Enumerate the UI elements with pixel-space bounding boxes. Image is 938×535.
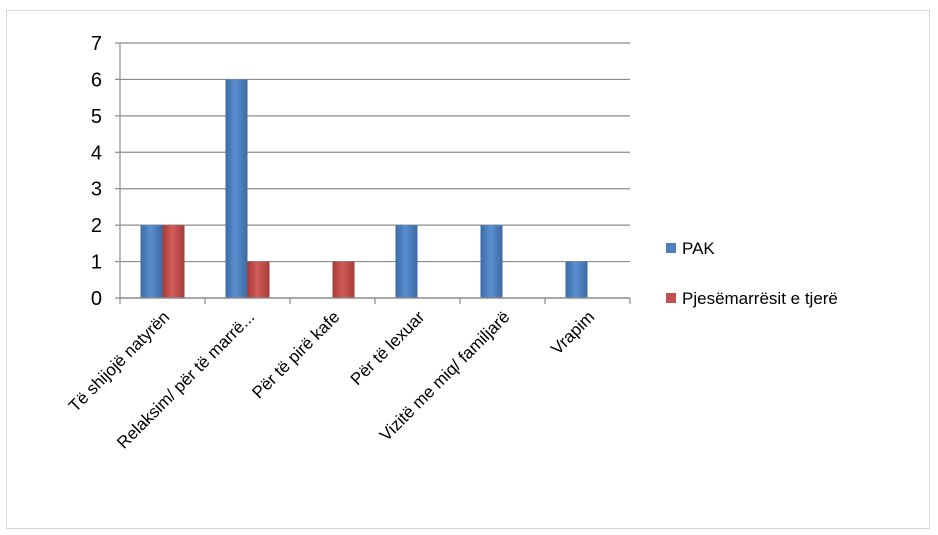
legend-swatch	[666, 243, 676, 253]
bar-series-1	[225, 79, 248, 298]
bar-series-1	[565, 261, 588, 298]
y-tick-label: 1	[91, 252, 102, 274]
gridlines	[120, 42, 630, 263]
y-tick-label: 4	[91, 142, 102, 164]
legend-swatch	[666, 293, 676, 303]
y-tick-label: 0	[91, 288, 102, 310]
legend: PAK Pjesëmarrësit e tjerë	[666, 239, 838, 308]
bar-series-2	[162, 225, 185, 298]
x-tick-label: Për të lexuar	[347, 307, 429, 389]
legend-label: Pjesëmarrësit e tjerë	[682, 289, 838, 308]
bar-series-1	[480, 225, 503, 298]
x-tick-label: Për të pirë kafe	[248, 307, 343, 402]
x-axis	[115, 42, 631, 304]
bar-series-2	[247, 261, 270, 298]
legend-label: PAK	[682, 239, 715, 258]
y-tick-label: 6	[91, 69, 102, 91]
x-tick-label: Vrapim	[547, 307, 598, 358]
y-tick-label: 5	[91, 106, 102, 128]
x-tick-label: Relaksim/ për të marrë...	[113, 307, 258, 452]
bar-series-1	[140, 225, 163, 298]
y-axis-ticks: 0 1 2 3 4 5 6 7	[91, 33, 102, 310]
y-tick-label: 3	[91, 179, 102, 201]
y-tick-label: 2	[91, 215, 102, 237]
y-tick-label: 7	[91, 33, 102, 55]
bar-series-2	[332, 261, 355, 298]
bars	[140, 79, 588, 298]
bar-series-1	[395, 225, 418, 298]
